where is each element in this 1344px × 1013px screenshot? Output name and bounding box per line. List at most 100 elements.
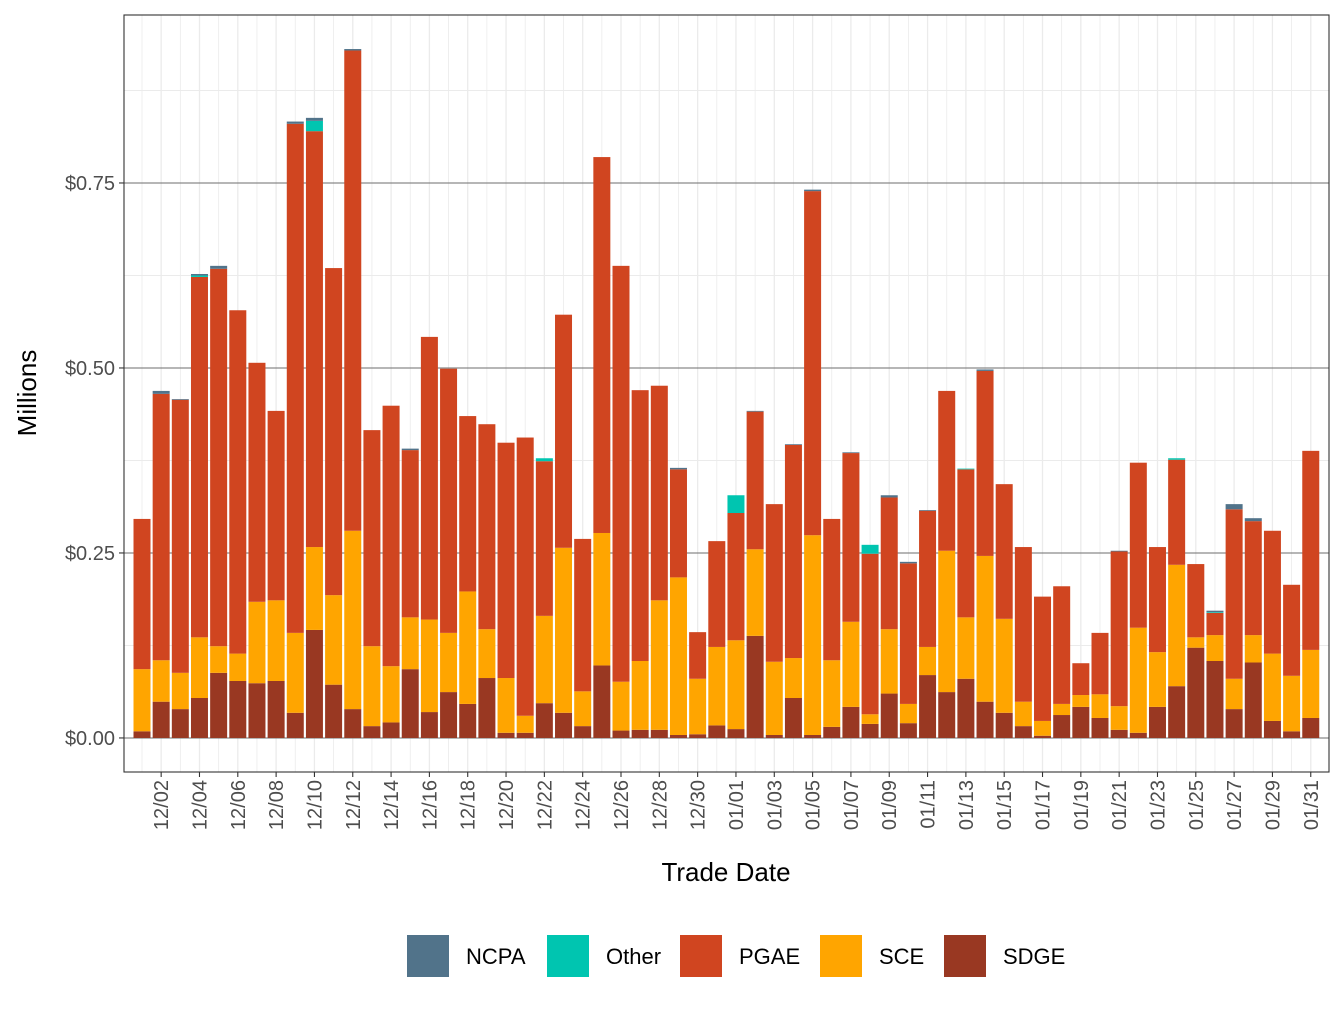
bar-segment-pgae (210, 268, 228, 647)
y-tick-label: $0.50 (65, 358, 115, 380)
bar-segment-sce (1110, 706, 1128, 730)
legend-swatch (547, 935, 589, 977)
bar-segment-sce (171, 672, 189, 710)
bar-segment-ncpa (804, 189, 822, 192)
bar-segment-sdge (899, 723, 917, 738)
bar-segment-pgae (497, 442, 515, 679)
legend: NCPA Other PGAE SCE SDGE (407, 935, 1065, 977)
bar-segment-ncpa (1225, 504, 1243, 510)
bar-segment-sce (152, 660, 170, 702)
bar-segment-sce (938, 550, 956, 693)
bar-segment-sce (650, 600, 668, 730)
bar-segment-ncpa (899, 561, 917, 564)
bar-segment-sce (1168, 564, 1186, 687)
bar-segment-ncpa (210, 265, 228, 269)
bar-segment-sce (1225, 678, 1243, 710)
bar-segment-ncpa (401, 448, 419, 451)
bar-segment-ncpa (152, 390, 170, 394)
bar-segment-sdge (957, 678, 975, 738)
bar-segment-sce (363, 646, 381, 727)
bar-segment-pgae (919, 510, 937, 647)
bar-segment-pgae (440, 368, 458, 633)
y-tick-label: $0.75 (65, 173, 115, 195)
bar-segment-pgae (727, 513, 745, 641)
bar-segment-other (1168, 458, 1186, 460)
bar-segment-sdge (133, 731, 151, 738)
bar-segment-ncpa (880, 495, 898, 498)
bar-segment-sce (823, 660, 841, 727)
bar-segment-sdge (631, 729, 649, 738)
bar-segment-pgae (133, 518, 151, 670)
y-tick-label: $0.00 (65, 728, 115, 750)
bar-segment-pgae (823, 518, 841, 661)
bar-segment-sce (919, 646, 937, 676)
bar-segment-sdge (669, 735, 687, 738)
bar-segment-pgae (555, 314, 573, 548)
bar-segment-sce (516, 715, 534, 733)
x-axis-title: Trade Date (661, 857, 790, 887)
bar-segment-sdge (1302, 717, 1320, 738)
x-tick-label: 01/23 (1147, 780, 1169, 830)
bar-segment-sdge (804, 735, 822, 738)
x-tick-label: 12/08 (266, 780, 288, 830)
bar-segment-sce (248, 601, 266, 684)
bar-segment-sdge (823, 726, 841, 738)
bar-segment-sce (497, 678, 515, 733)
bar-segment-sce (1148, 652, 1166, 707)
bar-segment-pgae (804, 191, 822, 536)
bar-segment-pgae (1034, 596, 1052, 721)
bar-segment-pgae (535, 461, 553, 616)
bar-segment-sce (1244, 635, 1262, 663)
x-tick-label: 12/02 (151, 780, 173, 830)
x-tick-label: 12/26 (611, 780, 633, 830)
bar-segment-pgae (765, 504, 783, 662)
bar-segment-pgae (305, 131, 323, 548)
bar-segment-pgae (248, 362, 266, 602)
legend-swatch (680, 935, 722, 977)
bars (133, 49, 1320, 738)
bar-segment-pgae (516, 437, 534, 716)
bar-segment-pgae (1263, 530, 1281, 654)
bar-segment-sce (286, 632, 304, 713)
bar-segment-pgae (459, 416, 477, 592)
bar-segment-sdge (976, 701, 994, 738)
bar-segment-sdge (267, 680, 285, 738)
bar-segment-pgae (574, 538, 592, 692)
bar-segment-sdge (689, 734, 707, 738)
bar-segment-pgae (267, 410, 285, 601)
bar-segment-pgae (478, 424, 496, 630)
bar-segment-ncpa (1206, 610, 1224, 613)
bar-segment-sce (1014, 701, 1032, 727)
bar-segment-ncpa (190, 273, 208, 276)
bar-segment-sdge (727, 729, 745, 738)
x-tick-label: 01/13 (956, 780, 978, 830)
bar-segment-sdge (344, 709, 362, 738)
x-tick-label: 01/05 (803, 780, 825, 830)
bar-segment-sce (612, 681, 630, 731)
bar-segment-sdge (382, 722, 400, 738)
bar-segment-sce (1263, 653, 1281, 721)
bar-segment-pgae (382, 405, 400, 667)
bar-segment-sce (478, 629, 496, 679)
bar-segment-pgae (1302, 450, 1320, 650)
bar-segment-sdge (1072, 706, 1090, 738)
bar-segment-sce (1129, 627, 1147, 733)
bar-segment-sce (440, 632, 458, 693)
bar-segment-pgae (1206, 612, 1224, 636)
bar-segment-sdge (1091, 717, 1109, 738)
legend-item-sce: SCE (820, 935, 924, 977)
bar-segment-sdge (1283, 731, 1301, 738)
bar-segment-sdge (363, 726, 381, 738)
bar-segment-sdge (516, 732, 534, 738)
bar-segment-sdge (152, 701, 170, 738)
x-tick-label: 12/28 (649, 780, 671, 830)
bar-segment-sdge (1263, 720, 1281, 738)
bar-segment-sdge (765, 735, 783, 738)
bar-segment-sce (861, 714, 879, 724)
bar-segment-pgae (171, 399, 189, 673)
bar-segment-sce (267, 600, 285, 681)
bar-segment-pgae (229, 310, 247, 654)
y-axis-title: Millions (12, 350, 42, 437)
y-axis: $0.00 $0.25 $0.50 $0.75 (65, 173, 124, 750)
bar-segment-ncpa (842, 452, 860, 454)
